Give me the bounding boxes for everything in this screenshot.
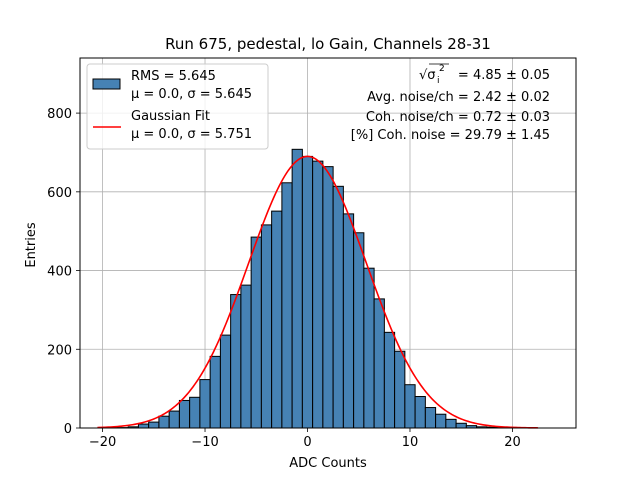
legend-patch-histogram — [92, 78, 121, 90]
histogram-bar — [394, 350, 406, 429]
histogram-bar — [168, 410, 180, 429]
histogram-bar — [148, 421, 160, 429]
histogram-bar — [230, 294, 242, 429]
histogram-bar — [199, 379, 211, 429]
histogram-bar — [250, 236, 262, 429]
x-tick-label: 10 — [402, 435, 419, 450]
histogram-bar — [281, 182, 293, 429]
histogram-bar — [445, 418, 457, 429]
histogram-bar — [189, 396, 201, 429]
annotation-sigma-prefix: √σ — [419, 68, 436, 83]
legend-label-gaussian: Gaussian Fit — [131, 109, 210, 124]
histogram-bar — [301, 155, 314, 429]
histogram-bar — [291, 148, 303, 429]
histogram-bar — [363, 267, 375, 429]
histogram-bar — [158, 415, 170, 429]
x-tick-label: 20 — [504, 435, 521, 450]
histogram-bar — [178, 399, 191, 429]
histogram-bar — [219, 334, 232, 429]
y-tick-label: 800 — [47, 107, 72, 122]
histogram-bar — [455, 422, 467, 429]
legend-box — [86, 63, 269, 150]
annotation-sigma-sub: i — [437, 76, 440, 86]
annotation-avg-noise: Avg. noise/ch = 2.42 ± 0.02 — [367, 90, 550, 105]
histogram-bar — [435, 413, 447, 429]
histogram-bar — [312, 160, 324, 429]
histogram-bar — [342, 213, 355, 429]
annotation-sigma: √σ 2 i = 4.85 ± 0.05 — [419, 63, 550, 86]
legend-label-rms: RMS = 5.645 — [131, 69, 216, 84]
chart-title: Run 675, pedestal, lo Gain, Channels 28-… — [165, 35, 491, 53]
histogram-bar — [424, 407, 437, 429]
annotation-sigma-sup: 2 — [439, 64, 445, 74]
x-axis-label: ADC Counts — [289, 456, 367, 471]
histogram-bar — [353, 232, 365, 429]
histogram-bar — [322, 166, 334, 429]
legend-sublabel-gaussian: μ = 0.0, σ = 5.751 — [131, 127, 252, 142]
histogram-bar — [383, 331, 396, 429]
x-tick-label: 0 — [303, 435, 311, 450]
annotation-coh-percent: [%] Coh. noise = 29.79 ± 1.45 — [351, 128, 550, 143]
y-tick-label: 0 — [64, 422, 72, 437]
histogram-bar — [332, 185, 344, 429]
histogram-bar — [260, 224, 273, 429]
y-axis-label: Entries — [24, 222, 39, 268]
annotation-sigma-value: = 4.85 ± 0.05 — [458, 68, 550, 83]
y-tick-label: 200 — [47, 343, 72, 358]
x-tick-label: −20 — [89, 435, 116, 450]
x-tick-label: −10 — [191, 435, 218, 450]
histogram-bar — [240, 284, 252, 429]
legend-sublabel-rms: μ = 0.0, σ = 5.645 — [131, 87, 252, 102]
gaussian-fit-line — [97, 155, 539, 429]
histogram-bar — [404, 384, 416, 429]
histogram-bars — [107, 148, 519, 429]
histogram-bar — [209, 355, 221, 429]
histogram-bar — [137, 423, 150, 429]
legend: RMS = 5.645 μ = 0.0, σ = 5.645 Gaussian … — [86, 63, 269, 150]
histogram-bar — [271, 210, 283, 429]
fit-lines — [97, 155, 539, 429]
annotation-coh-noise: Coh. noise/ch = 0.72 ± 0.03 — [366, 110, 550, 125]
y-tick-label: 400 — [47, 265, 72, 280]
histogram-bar — [373, 298, 385, 429]
y-tick-label: 600 — [47, 186, 72, 201]
axes-frame — [79, 57, 577, 429]
stats-annotations: √σ 2 i = 4.85 ± 0.05 Avg. noise/ch = 2.4… — [351, 63, 550, 143]
histogram-bar — [414, 396, 426, 429]
